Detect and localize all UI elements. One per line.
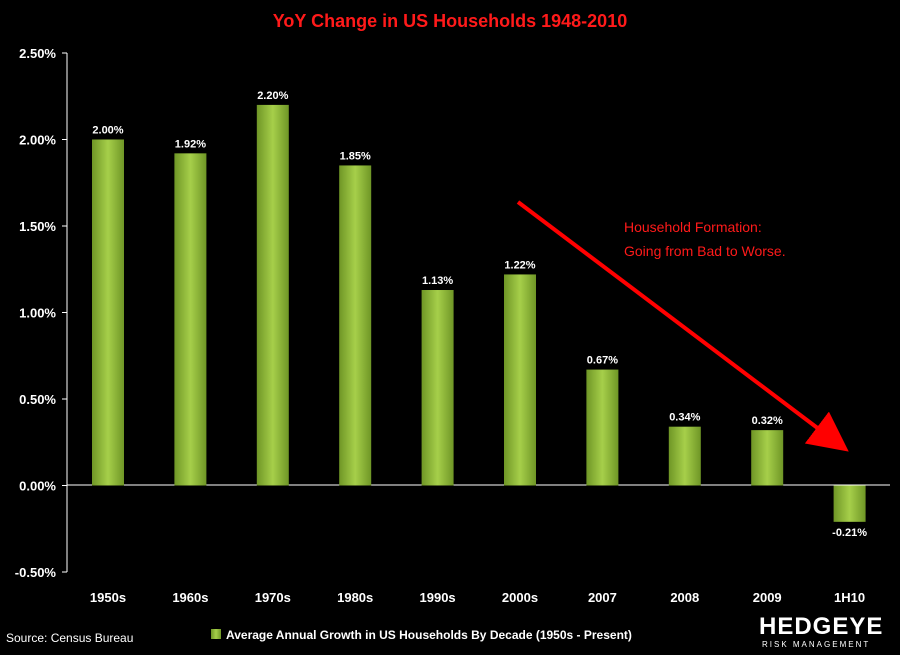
bars bbox=[92, 104, 866, 522]
y-tick-label: 2.50% bbox=[19, 46, 56, 61]
bar-1970s bbox=[256, 104, 289, 486]
y-tick-label: 0.50% bbox=[19, 392, 56, 407]
bar-1980s bbox=[339, 165, 372, 486]
category-label: 2007 bbox=[588, 590, 617, 605]
y-tick-label: 0.00% bbox=[19, 479, 56, 494]
data-label: 0.67% bbox=[587, 355, 618, 367]
bar-2008 bbox=[668, 426, 701, 486]
bar-2009 bbox=[751, 430, 784, 486]
category-label: 2008 bbox=[670, 590, 699, 605]
bar-2007 bbox=[586, 369, 619, 486]
category-label: 1970s bbox=[255, 590, 291, 605]
category-labels: 1950s 1960s 1970s 1980s 1990s 2000s 2007 2008 20… bbox=[90, 590, 865, 605]
bar-1H10 bbox=[833, 485, 866, 522]
data-label: 1.85% bbox=[340, 150, 371, 162]
chart-title: YoY Change in US Households 1948-2010 bbox=[273, 11, 627, 31]
logo-sub-text: RISK MANAGEMENT bbox=[762, 640, 870, 649]
logo-main-text: HEDGEYE bbox=[759, 613, 883, 640]
data-labels: 2.00% 1.92% 2.20% 1.85% 1.13% 1.22% 0.67% 0.34%… bbox=[92, 90, 867, 539]
trend-arrow bbox=[516, 200, 849, 452]
bar-2000s bbox=[504, 274, 536, 486]
y-tick-label: 2.00% bbox=[19, 133, 56, 148]
data-label: 1.92% bbox=[175, 138, 206, 150]
bar-1950s bbox=[92, 139, 124, 486]
data-label: 1.13% bbox=[422, 275, 453, 287]
category-label: 1H10 bbox=[834, 590, 865, 605]
category-label: 1960s bbox=[172, 590, 208, 605]
y-tick-label: -0.50% bbox=[15, 565, 57, 580]
category-label: 1990s bbox=[420, 590, 456, 605]
legend-label: Average Annual Growth in US Households B… bbox=[226, 628, 632, 642]
data-label: -0.21% bbox=[832, 527, 867, 539]
annotation-line-1: Household Formation: bbox=[624, 219, 762, 235]
category-label: 2009 bbox=[753, 590, 782, 605]
data-label: 0.34% bbox=[669, 412, 700, 424]
category-label: 2000s bbox=[502, 590, 538, 605]
bar-1960s bbox=[174, 153, 207, 486]
y-tick-label: 1.00% bbox=[19, 306, 56, 321]
bar-1990s bbox=[421, 290, 454, 486]
category-label: 1980s bbox=[337, 590, 373, 605]
annotation-line-2: Going from Bad to Worse. bbox=[624, 243, 786, 259]
category-label: 1950s bbox=[90, 590, 126, 605]
source-note: Source: Census Bureau bbox=[6, 631, 133, 645]
data-label: 1.22% bbox=[504, 259, 535, 271]
data-label: 2.20% bbox=[257, 90, 288, 102]
y-tick-label: 1.50% bbox=[19, 219, 56, 234]
hedgeye-logo: HEDGEYE RISK MANAGEMENT bbox=[759, 613, 883, 649]
y-axis-ticks: -0.50% 0.00% 0.50% 1.00% 1.50% 2.00% 2.50% bbox=[15, 46, 67, 580]
legend-swatch bbox=[211, 629, 221, 639]
data-label: 2.00% bbox=[92, 125, 123, 137]
data-label: 0.32% bbox=[752, 415, 783, 427]
